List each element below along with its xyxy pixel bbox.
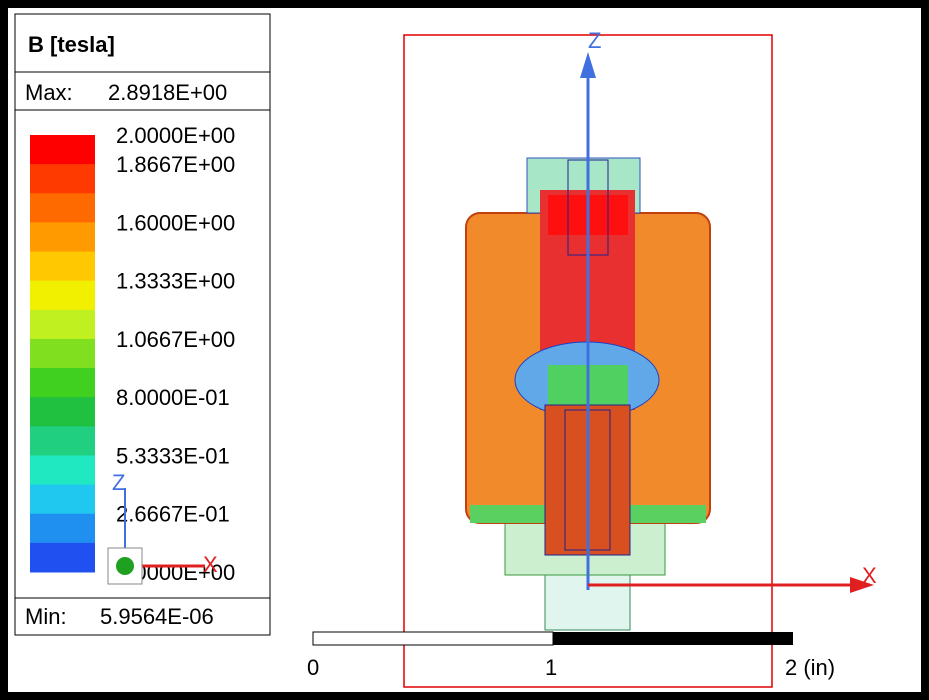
color-band xyxy=(30,513,95,544)
color-band xyxy=(30,368,95,398)
color-band xyxy=(30,455,95,486)
x-arrow xyxy=(850,577,874,593)
min-value: 5.9564E-06 xyxy=(100,604,214,629)
color-band xyxy=(30,309,95,340)
scale-label: 2.0000E+00 xyxy=(116,123,235,148)
scale-label: 1.3333E+00 xyxy=(116,269,235,294)
scale-label: 1 xyxy=(545,655,557,680)
color-band xyxy=(30,280,95,311)
scale-label: 1.6000E+00 xyxy=(116,210,235,235)
scale-label: 1.8667E+00 xyxy=(116,152,235,177)
legend: B [tesla] Max: 2.8918E+00 Min: 5.9564E-0… xyxy=(14,13,271,636)
color-band xyxy=(30,164,95,194)
scale-bar-light xyxy=(312,631,554,646)
z-arrow xyxy=(580,52,596,78)
scale-label: 8.0000E-01 xyxy=(116,385,230,410)
color-band xyxy=(30,426,95,456)
scale-label: 5.3333E-01 xyxy=(116,443,230,468)
min-label: Min: xyxy=(25,604,67,629)
triad-x-label: X xyxy=(203,552,218,577)
max-label: Max: xyxy=(25,80,73,105)
color-band xyxy=(30,135,95,165)
scale-label: 0 xyxy=(307,655,319,680)
region-box xyxy=(403,34,773,688)
color-band xyxy=(30,222,95,253)
scale-bar-dark xyxy=(553,632,793,645)
color-band xyxy=(30,397,95,427)
color-band xyxy=(30,193,95,223)
color-band xyxy=(30,251,95,282)
legend-title: B [tesla] xyxy=(28,32,115,57)
color-band xyxy=(30,484,95,515)
scale-label: 1.0667E+00 xyxy=(116,327,235,352)
triad-origin xyxy=(116,557,134,575)
color-band xyxy=(30,338,95,369)
orientation-triad: Z X xyxy=(107,470,218,585)
x-axis-label: X xyxy=(862,563,877,588)
scale-label: 2.6667E-01 xyxy=(116,502,230,527)
scale-label: 2 (in) xyxy=(785,655,835,680)
color-band xyxy=(30,542,95,573)
max-value: 2.8918E+00 xyxy=(108,80,227,105)
triad-z-label: Z xyxy=(112,470,125,495)
z-axis-label: Z xyxy=(588,28,601,53)
